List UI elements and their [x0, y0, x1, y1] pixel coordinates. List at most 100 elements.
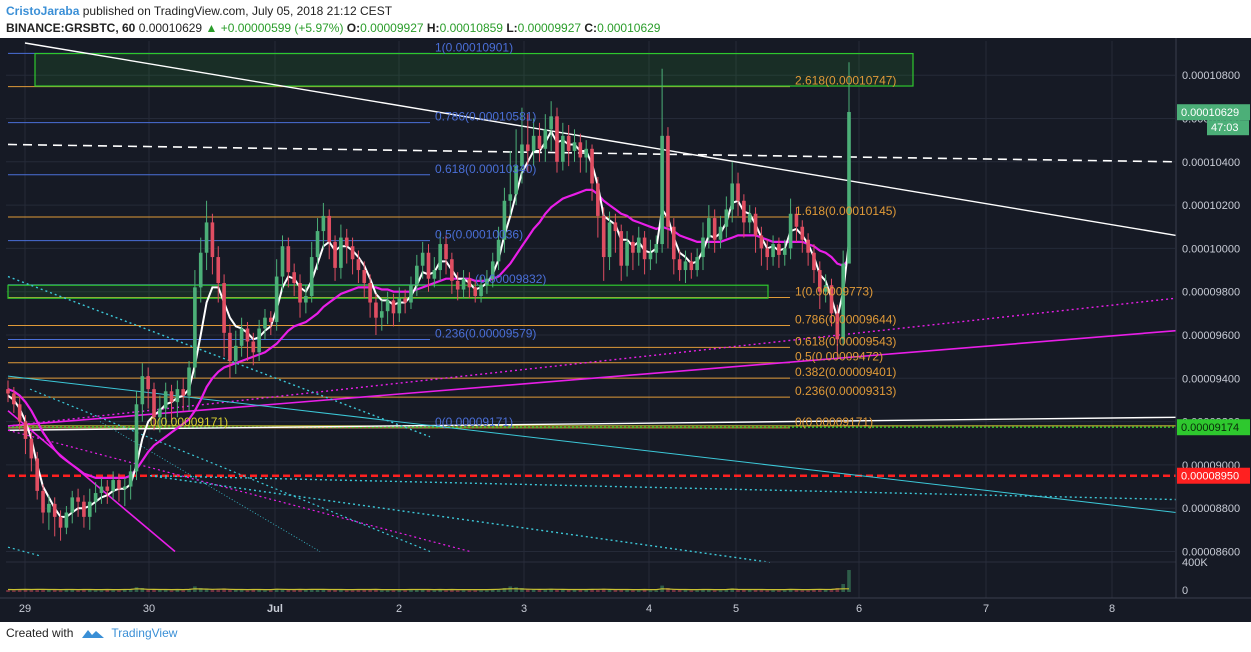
candle: [175, 380, 180, 418]
time-tick-label: 30: [143, 603, 155, 615]
candle: [613, 213, 618, 253]
price-tag-label: 0.00010629: [1181, 107, 1239, 119]
candle-body: [590, 148, 594, 184]
volume-bar: [368, 590, 372, 592]
candle-body: [198, 252, 203, 288]
candle-body: [140, 376, 145, 405]
volume-bar: [444, 590, 448, 592]
candle-body: [485, 278, 489, 286]
candle: [99, 477, 104, 504]
price-tick-label: 0.00008600: [1182, 547, 1240, 559]
time-axis[interactable]: 29 30 Jul 2 3 4 5 6 7 8: [0, 597, 1251, 622]
candle-body: [233, 345, 238, 361]
volume-bar: [52, 590, 57, 592]
candle-body: [216, 257, 221, 284]
candle-body: [561, 135, 565, 162]
candle-body: [169, 391, 174, 403]
volume-bar: [210, 589, 215, 592]
volume-bar: [596, 589, 600, 592]
volume-bar: [835, 588, 840, 592]
candle: [374, 293, 378, 335]
volume-bar: [782, 590, 787, 592]
candle-body: [397, 298, 402, 314]
time-tick-label: 3: [521, 603, 527, 615]
volume-bar: [613, 590, 618, 592]
candle-body: [333, 241, 337, 268]
volume-bar: [403, 590, 407, 592]
candle-body: [508, 194, 513, 201]
candle: [660, 68, 664, 253]
candle-body: [444, 244, 448, 260]
candle: [339, 224, 343, 279]
candle-body: [41, 490, 45, 513]
symbol-line: BINANCE:GRSBTC, 60 0.00010629 ▲ +0.00000…: [6, 21, 660, 35]
candle: [537, 122, 542, 162]
candle: [117, 473, 121, 502]
volume-bar: [724, 590, 729, 592]
volume-bar: [99, 590, 104, 592]
volume-bar: [152, 589, 156, 592]
volume-bar: [327, 590, 332, 592]
price-tag-label: 0.00008950: [1181, 471, 1239, 483]
volume-bar: [450, 590, 454, 592]
magenta-trendline: [7, 329, 1177, 427]
volume-bar: [742, 590, 746, 592]
candle-body: [374, 302, 378, 318]
candle-body: [636, 237, 641, 253]
volume-bar: [362, 590, 367, 592]
cyan-dotted-2: [149, 475, 771, 564]
candle: [111, 471, 115, 500]
author-name[interactable]: CristoJaraba: [6, 4, 80, 18]
candle-body: [315, 231, 320, 258]
volume-bar: [601, 588, 606, 592]
volume-bar: [654, 590, 659, 592]
volume-bar: [636, 590, 641, 592]
volume-bar: [350, 590, 355, 592]
volume-bar: [409, 590, 413, 592]
candle: [52, 497, 57, 537]
volume-bar: [420, 590, 425, 592]
price-chart[interactable]: 1(0.00010901) 0.786(0.00010581) 0.618(0.00…: [0, 38, 1251, 622]
volume-bar: [648, 590, 653, 592]
price-tag-box: [1177, 467, 1250, 484]
candle: [718, 215, 723, 249]
candle-body: [35, 458, 40, 491]
candle-body: [543, 129, 548, 149]
symbol: BINANCE:GRSBTC, 60: [6, 21, 136, 35]
last-price: 0.00010629: [138, 21, 203, 35]
close-label: C:: [584, 21, 598, 35]
candle: [788, 198, 793, 260]
tradingview-link[interactable]: TradingView: [111, 626, 178, 640]
candle-body: [29, 438, 34, 459]
volume-bar: [473, 590, 478, 592]
candle: [496, 226, 501, 271]
volume-bar: [479, 590, 483, 592]
candle-body: [87, 501, 92, 517]
candle-body: [17, 404, 22, 422]
volume-bar: [111, 590, 115, 592]
volume-bar: [718, 590, 723, 592]
descending-trendline: [24, 42, 1177, 237]
price-axis[interactable]: 0.000108000.000106000.000104000.00010200…: [1175, 38, 1251, 598]
countdown-box: [1207, 120, 1249, 136]
candle-body: [502, 200, 507, 240]
candle: [327, 209, 332, 260]
volume-bar: [163, 590, 168, 592]
fib-orange-label: 0.618(0.00009543): [795, 334, 896, 348]
high-label: H:: [426, 21, 440, 35]
candle-body: [426, 252, 431, 279]
candle: [666, 127, 670, 249]
price-tick-label: 0.00010800: [1182, 70, 1240, 82]
candle: [298, 274, 302, 318]
candle: [847, 62, 851, 264]
candle-body: [514, 166, 518, 195]
low-value: 0.00009927: [517, 21, 582, 35]
volume-bar: [321, 589, 326, 592]
candle-body: [321, 215, 326, 232]
candle: [216, 246, 221, 303]
candle: [835, 304, 840, 357]
volume-bar: [823, 590, 828, 592]
candle-body: [134, 404, 139, 472]
candle-body: [379, 311, 384, 318]
volume-bar: [531, 589, 536, 592]
